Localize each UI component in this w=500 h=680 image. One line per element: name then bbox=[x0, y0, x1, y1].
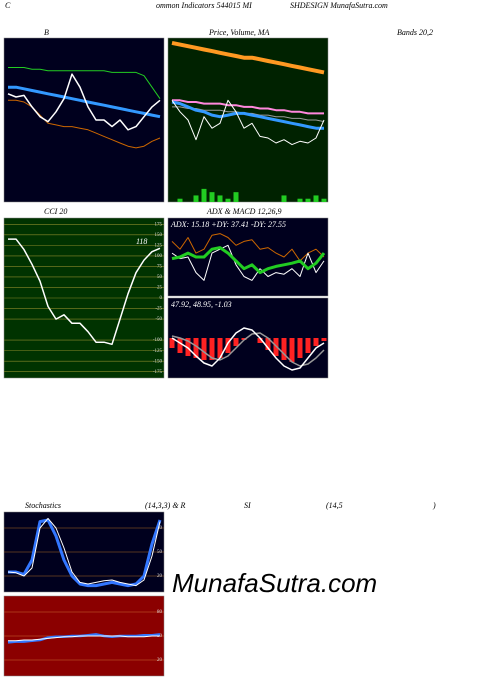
bar bbox=[177, 198, 183, 202]
panel-title: (14,3,3) & R bbox=[145, 501, 186, 510]
line bbox=[8, 635, 160, 642]
bar bbox=[257, 338, 263, 343]
bar bbox=[281, 195, 287, 202]
header: SHDESIGN MunafaSutra.com bbox=[290, 1, 388, 10]
bar bbox=[289, 338, 295, 362]
bar bbox=[305, 198, 311, 202]
panel-title: Stochastics bbox=[25, 501, 61, 510]
annotation: ADX: 15.18 +DY: 37.41 -DY: 27.55 bbox=[170, 220, 286, 229]
y-tick-label: 75 bbox=[157, 265, 163, 270]
bar bbox=[193, 338, 199, 358]
line bbox=[171, 100, 324, 130]
annotation: 47.92, 48.95, -1.03 bbox=[171, 300, 232, 309]
y-tick-label: -175 bbox=[153, 370, 163, 375]
line bbox=[8, 238, 161, 346]
panel bbox=[167, 37, 329, 203]
bar bbox=[313, 338, 319, 346]
bar bbox=[209, 192, 215, 202]
bar bbox=[265, 338, 271, 350]
bar bbox=[225, 338, 231, 353]
line bbox=[171, 332, 325, 367]
y-tick-label: 80 bbox=[157, 610, 163, 615]
bar bbox=[217, 338, 223, 358]
y-tick-label: 125 bbox=[155, 244, 163, 249]
bar bbox=[233, 338, 239, 346]
line bbox=[8, 67, 161, 99]
line bbox=[171, 40, 325, 75]
panel-title: (14,5 bbox=[326, 501, 343, 510]
panel-title: B bbox=[44, 28, 49, 37]
watermark: MunafaSutra.com bbox=[172, 568, 377, 598]
line bbox=[8, 518, 162, 588]
line bbox=[171, 233, 325, 262]
bar bbox=[217, 195, 223, 202]
y-tick-label: 150 bbox=[155, 233, 163, 238]
bar bbox=[281, 338, 287, 360]
y-tick-label: -25 bbox=[155, 307, 162, 312]
y-tick-label: 20 bbox=[157, 574, 163, 579]
bar bbox=[321, 198, 327, 202]
y-tick-label: -100 bbox=[153, 338, 163, 343]
line bbox=[171, 327, 325, 371]
bar bbox=[169, 338, 175, 348]
y-tick-label: 50 bbox=[157, 550, 163, 555]
y-tick-label: 175 bbox=[155, 222, 163, 227]
line bbox=[7, 73, 161, 131]
y-tick-label: 25 bbox=[157, 286, 163, 291]
line bbox=[8, 85, 161, 119]
bar bbox=[321, 338, 327, 341]
panel-title: ADX & MACD 12,26,9 bbox=[206, 207, 281, 216]
bar bbox=[209, 338, 215, 360]
bar bbox=[177, 338, 183, 353]
header: C bbox=[5, 1, 11, 10]
panel-title: SI bbox=[244, 501, 251, 510]
y-tick-label: -150 bbox=[153, 359, 163, 364]
bar bbox=[305, 338, 311, 353]
line bbox=[171, 246, 326, 275]
bar bbox=[297, 198, 303, 202]
bar bbox=[225, 198, 231, 202]
line bbox=[171, 244, 325, 281]
panel-title: Bands 20,2 bbox=[397, 28, 433, 37]
y-tick-label: 100 bbox=[155, 254, 163, 259]
bar bbox=[313, 195, 319, 202]
panel-title: Price, Volume, MA bbox=[208, 28, 270, 37]
panel bbox=[3, 37, 165, 203]
panel-title: ) bbox=[432, 501, 436, 510]
bar bbox=[185, 338, 191, 356]
line bbox=[7, 517, 161, 587]
bar bbox=[297, 338, 303, 358]
y-tick-label: 20 bbox=[157, 658, 163, 663]
bar bbox=[241, 338, 247, 340]
y-tick-label: 0 bbox=[160, 296, 163, 301]
value-label: 118 bbox=[136, 237, 147, 246]
panel bbox=[167, 297, 329, 379]
header: ommon Indicators 544015 MI bbox=[156, 1, 252, 10]
line bbox=[172, 99, 324, 115]
bar bbox=[201, 338, 207, 360]
y-tick-label: -50 bbox=[155, 317, 162, 322]
line bbox=[171, 99, 325, 146]
y-tick-label: 50 bbox=[157, 634, 163, 639]
y-tick-label: 80 bbox=[157, 526, 163, 531]
panel-title: CCI 20 bbox=[44, 207, 67, 216]
y-tick-label: -125 bbox=[153, 349, 163, 354]
bar bbox=[201, 188, 207, 202]
y-tick-label: 50 bbox=[157, 275, 163, 280]
bar bbox=[233, 192, 239, 202]
bar bbox=[193, 195, 199, 202]
